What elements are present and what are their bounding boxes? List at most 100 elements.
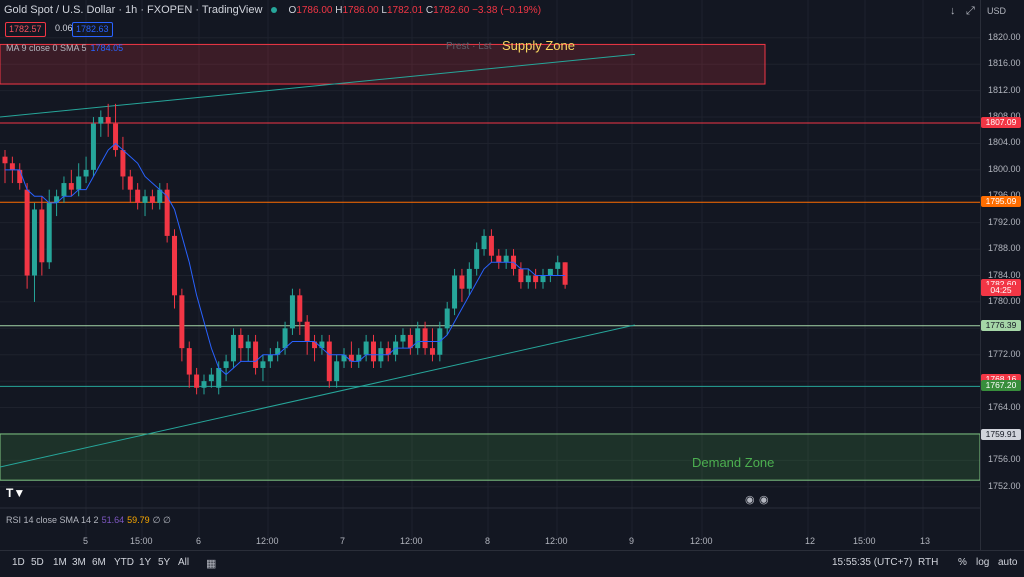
x-tick-label: 8 <box>485 536 491 546</box>
trendline <box>0 53 635 118</box>
event-flag-icon[interactable]: ◉ <box>745 494 755 506</box>
candle-body <box>120 150 126 177</box>
supply-zone-label: Supply Zone <box>502 38 575 53</box>
candle-body <box>496 255 502 263</box>
timeframe-3m-button[interactable]: 3M <box>72 557 86 568</box>
price-label[interactable]: 1807.09 <box>981 117 1021 129</box>
currency-label[interactable]: USD <box>987 6 1007 16</box>
candle-body <box>201 381 207 388</box>
y-tick-label: 1796.00 <box>988 190 1021 201</box>
candle-body <box>547 268 553 276</box>
candle-body <box>371 341 376 362</box>
candle-body <box>76 176 82 190</box>
candle-body <box>142 196 148 203</box>
price-axis[interactable] <box>980 0 1024 576</box>
candle-body <box>98 117 104 124</box>
candle-body <box>253 341 259 368</box>
x-tick-label: 12:00 <box>545 536 568 546</box>
candle-body <box>312 341 318 349</box>
candle-body <box>297 295 303 322</box>
candle-body <box>503 255 509 263</box>
candle-body <box>113 123 119 151</box>
timeframe-ytd-button[interactable]: YTD <box>114 557 134 568</box>
y-tick-label: 1808.00 <box>988 111 1021 122</box>
y-tick-label: 1756.00 <box>988 454 1021 465</box>
date-range-icon[interactable]: ▦ <box>206 558 217 570</box>
price-label[interactable]: 1776.39 <box>981 319 1021 331</box>
x-tick-label: 15:00 <box>130 536 153 546</box>
y-tick-label: 1788.00 <box>988 243 1021 254</box>
timeframe-1m-button[interactable]: 1M <box>53 557 67 568</box>
bid-price-button[interactable]: 1782.57 <box>5 22 46 37</box>
rsi-legend[interactable]: RSI 14 close SMA 14 2 51.64 59.79 ∅ ∅ <box>6 515 171 525</box>
trendline <box>0 324 635 468</box>
auto-toggle[interactable]: auto <box>998 557 1018 568</box>
timeframe-1y-button[interactable]: 1Y <box>139 557 152 568</box>
demand-zone-label: Demand Zone <box>692 455 775 470</box>
fullscreen-icon[interactable]: ⤢ <box>966 5 975 17</box>
candle-body <box>157 189 163 203</box>
tradingview-logo-icon[interactable]: T▼ <box>6 486 26 500</box>
event-flag-icon-2[interactable]: ◉ <box>759 494 769 506</box>
candle-body <box>518 268 524 283</box>
candle-body <box>39 209 45 263</box>
candle-body <box>17 169 23 184</box>
y-tick-label: 1764.00 <box>988 401 1021 412</box>
candle-body <box>260 361 266 368</box>
ask-price-button[interactable]: 1782.63 <box>72 22 113 37</box>
candle-body <box>230 334 236 362</box>
chart-grid <box>0 0 980 540</box>
candle-body <box>208 374 214 382</box>
candle-body <box>24 189 30 276</box>
ma-legend[interactable]: MA 9 close 0 SMA 5 1784.05 <box>6 43 124 53</box>
y-tick-label: 1804.00 <box>988 137 1021 148</box>
timeframe-5d-button[interactable]: 5D <box>31 557 44 568</box>
candle-body <box>90 123 96 170</box>
ohlc-values: O1786.00 H1786.00 L1782.01 C1782.60 −3.3… <box>288 5 542 16</box>
price-label[interactable]: 1782.60 <box>981 278 1021 290</box>
candle-body <box>304 321 310 342</box>
candle-body <box>172 235 178 296</box>
timeframe-all-button[interactable]: All <box>178 557 190 568</box>
candle-body <box>68 183 74 190</box>
price-label[interactable]: 1767.20 <box>981 380 1021 392</box>
x-tick-label: 12:00 <box>256 536 279 546</box>
candle-body <box>422 328 428 349</box>
timeframe-5y-button[interactable]: 5Y <box>158 557 171 568</box>
timeframe-6m-button[interactable]: 6M <box>92 557 106 568</box>
percent-toggle[interactable]: % <box>958 557 967 568</box>
candle-body <box>2 156 8 164</box>
price-label[interactable]: 1795.09 <box>981 196 1021 208</box>
candle-body <box>149 196 155 203</box>
candle-body <box>326 341 332 382</box>
spread-value: 0.06 <box>55 23 73 33</box>
y-tick-label: 1784.00 <box>988 269 1021 280</box>
candle-body <box>83 169 89 177</box>
candle-body <box>356 354 362 362</box>
candle-body <box>481 235 487 250</box>
candle-body <box>385 348 391 355</box>
candle-body <box>348 354 354 362</box>
candle-body <box>319 341 325 349</box>
candle-body <box>105 117 111 124</box>
symbol-title[interactable]: Gold Spot / U.S. Dollar · 1h · FXOPEN · … <box>4 4 263 16</box>
supply-zone <box>0 43 766 85</box>
y-tick-label: 1792.00 <box>988 216 1021 227</box>
candle-body <box>452 275 458 309</box>
log-toggle[interactable]: log <box>976 557 990 568</box>
rth-toggle[interactable]: RTH <box>918 557 939 568</box>
price-label[interactable]: 1759.91 <box>981 428 1021 440</box>
candle-body <box>238 334 244 349</box>
price-label[interactable]: 04:25 <box>981 285 1021 297</box>
arrow-down-icon[interactable]: ↓ <box>950 5 956 17</box>
clock-time[interactable]: 15:55:35 (UTC+7) <box>832 557 913 568</box>
timeframe-1d-button[interactable]: 1D <box>12 557 25 568</box>
candle-body <box>282 328 288 349</box>
candle-body <box>216 367 222 388</box>
x-tick-label: 15:00 <box>853 536 876 546</box>
candle-body <box>135 189 141 203</box>
x-tick-label: 12:00 <box>690 536 713 546</box>
change-value: −3.38 (−0.19%) <box>472 5 542 16</box>
price-label[interactable]: 1768.16 <box>981 374 1021 386</box>
